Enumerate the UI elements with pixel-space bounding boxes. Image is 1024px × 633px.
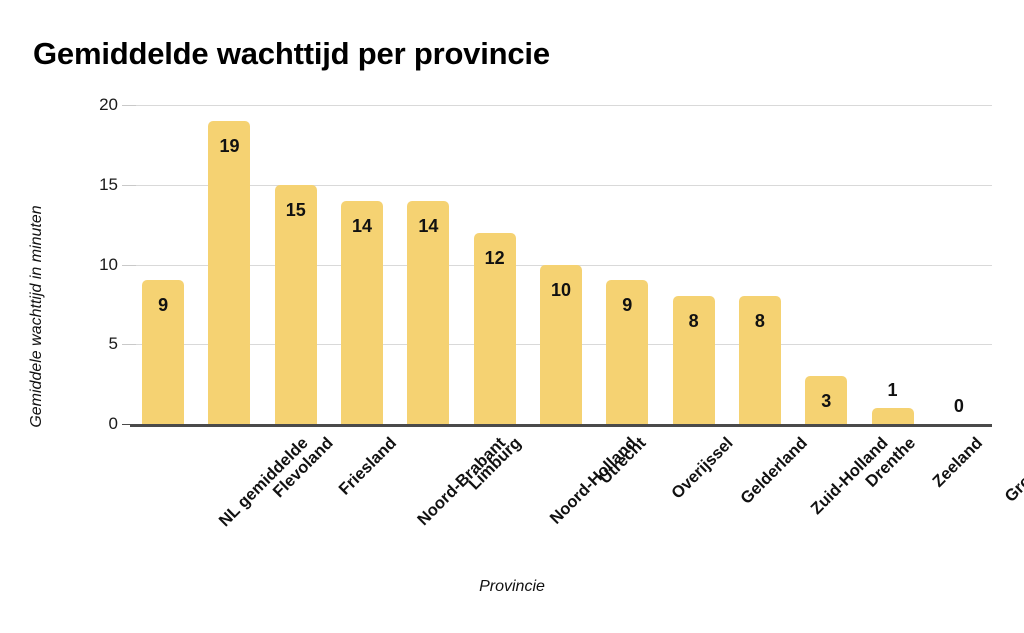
bar-value-label: 19 [219, 135, 240, 156]
x-axis-line [130, 424, 992, 427]
y-axis-tick-labels: 0 5 10 15 20 [78, 0, 118, 633]
bars-layer [130, 105, 992, 424]
y-tick-mark [122, 424, 136, 425]
y-tick-mark [122, 105, 136, 106]
x-tick-label: Noord-Brabant [414, 434, 510, 530]
bar[interactable] [672, 296, 715, 424]
bar-value-labels: 9 19 15 14 14 12 10 9 8 8 3 1 0 [130, 105, 992, 445]
bar-value-label: 9 [158, 295, 169, 316]
bar-value-label: 12 [484, 247, 505, 268]
y-tick-label: 15 [99, 174, 118, 194]
y-tick-label: 0 [108, 414, 118, 433]
bar-value-label: 8 [688, 311, 699, 332]
x-tick-label: Zeeland [928, 434, 986, 491]
bar[interactable] [208, 120, 251, 424]
bar-value-label: 3 [821, 391, 832, 412]
y-tick-mark [122, 344, 136, 346]
bar-value-label: 9 [622, 295, 633, 316]
bar-value-label: 10 [550, 279, 572, 300]
bar-value-label: 8 [754, 311, 765, 332]
y-tick-mark [122, 184, 136, 186]
bar[interactable] [473, 232, 516, 424]
x-tick-label: Overijssel [668, 434, 737, 503]
y-tick-mark [122, 264, 136, 266]
bar[interactable] [738, 296, 781, 424]
bar-value-label: 1 [887, 380, 898, 401]
y-tick-label: 10 [99, 254, 118, 274]
x-axis-tick-labels: NL gemiddelde Flevoland Friesland Noord-Bra… [130, 424, 1024, 564]
x-axis-title: Provincie [479, 578, 545, 595]
x-tick-label: Gelderland [736, 434, 811, 508]
x-tick-label: Groningen [1001, 434, 1024, 506]
bar[interactable] [871, 408, 914, 424]
bar[interactable] [274, 184, 317, 424]
bar[interactable] [606, 280, 649, 424]
chart-title: Gemiddelde wachttijd per provincie [33, 36, 550, 71]
x-tick-label: Friesland [335, 434, 400, 499]
bar[interactable] [341, 200, 384, 424]
bar[interactable] [540, 264, 582, 424]
y-axis-title: Gemiddele wachttijd in minuten [28, 205, 45, 428]
y-tick-label: 20 [99, 95, 118, 114]
bar-value-label: 0 [953, 396, 964, 416]
bar-value-label: 14 [352, 215, 373, 236]
bar[interactable] [805, 376, 848, 424]
y-tick-label: 5 [108, 334, 118, 354]
bar-value-label: 15 [285, 199, 306, 220]
bar[interactable] [142, 280, 185, 424]
bar-value-label: 14 [418, 215, 439, 236]
gridline [130, 105, 992, 106]
bar[interactable] [407, 200, 450, 424]
gridline [130, 184, 992, 186]
